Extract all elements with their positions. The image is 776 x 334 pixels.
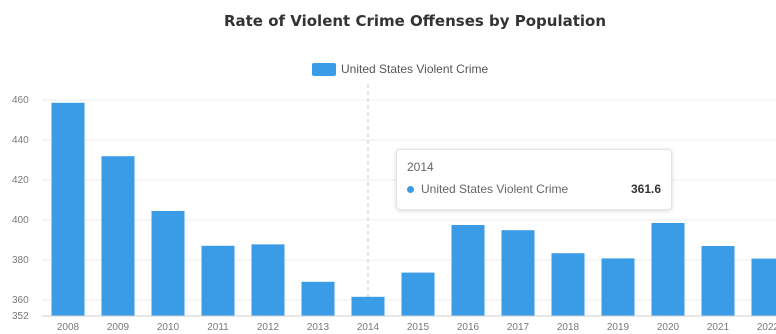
x-tick-label: 2013 <box>307 322 330 333</box>
bar-2022 <box>751 258 776 316</box>
x-tick-label: 2016 <box>457 322 480 333</box>
legend[interactable]: United States Violent Crime <box>312 62 488 76</box>
x-tick-label: 2012 <box>257 322 280 333</box>
bar-2017 <box>501 230 535 316</box>
bar-2011 <box>201 245 235 316</box>
x-tick-label: 2020 <box>657 322 680 333</box>
bar-2018 <box>551 253 585 316</box>
legend-label: United States Violent Crime <box>341 62 489 76</box>
y-tick-label: 420 <box>12 175 29 186</box>
x-tick-label: 2021 <box>707 322 730 333</box>
tooltip-value: 361.6 <box>630 182 661 196</box>
bar-2008 <box>51 102 85 316</box>
bar-2014 <box>351 296 385 316</box>
y-tick-label: 352 <box>12 311 29 322</box>
bar-2010 <box>151 211 185 316</box>
x-tick-label: 2011 <box>207 322 229 333</box>
chart-title: Rate of Violent Crime Offenses by Popula… <box>223 12 607 30</box>
x-tick-label: 2009 <box>107 322 130 333</box>
tooltip-row: United States Violent Crime 361.6 <box>407 182 661 196</box>
y-tick-label: 360 <box>12 295 29 306</box>
x-tick-label: 2014 <box>357 322 380 333</box>
y-tick-label: 460 <box>12 95 29 106</box>
x-tick-label: 2008 <box>57 322 80 333</box>
bar-2021 <box>701 246 735 316</box>
tooltip-series-dot <box>407 185 414 193</box>
y-tick-label: 440 <box>12 135 29 146</box>
x-tick-label: 2015 <box>407 322 430 333</box>
bar-2020 <box>651 223 685 316</box>
bar-2019 <box>601 258 635 316</box>
x-tick-label: 2018 <box>557 322 580 333</box>
x-tick-label: 2010 <box>157 322 180 333</box>
y-tick-label: 400 <box>12 215 29 226</box>
tooltip-category: 2014 <box>407 160 434 174</box>
tooltip-series-name: United States Violent Crime <box>421 182 569 196</box>
bar-2015 <box>401 272 435 316</box>
x-tick-label: 2019 <box>607 322 630 333</box>
legend-swatch <box>312 62 336 76</box>
bar-2016 <box>451 225 485 316</box>
bar-2013 <box>301 281 335 316</box>
bar-2012 <box>251 244 285 316</box>
y-tick-label: 380 <box>12 255 29 266</box>
x-tick-label: 2017 <box>507 322 530 333</box>
bar-2009 <box>101 156 135 316</box>
tooltip: 2014 United States Violent Crime 361.6 <box>396 149 672 210</box>
